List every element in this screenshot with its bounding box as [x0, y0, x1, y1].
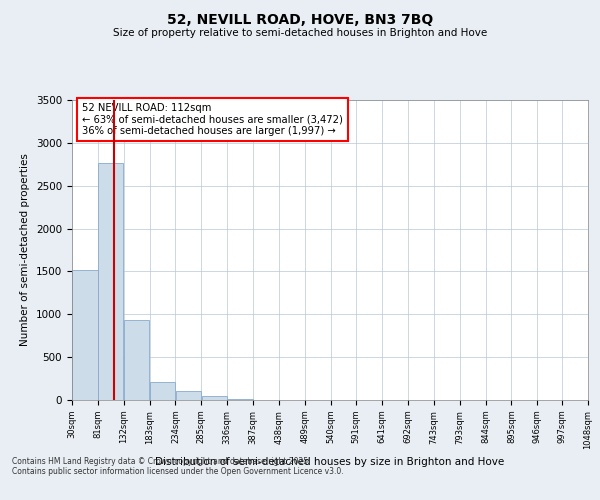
Bar	[98, 164, 124, 400]
Y-axis label: Number of semi-detached properties: Number of semi-detached properties	[20, 154, 31, 346]
Text: Size of property relative to semi-detached houses in Brighton and Hove: Size of property relative to semi-detach…	[113, 28, 487, 38]
Text: Contains public sector information licensed under the Open Government Licence v3: Contains public sector information licen…	[12, 468, 344, 476]
Bar	[72, 270, 98, 400]
Text: Contains HM Land Registry data © Crown copyright and database right 2025.: Contains HM Land Registry data © Crown c…	[12, 458, 311, 466]
Bar	[124, 320, 149, 400]
Text: 52, NEVILL ROAD, HOVE, BN3 7BQ: 52, NEVILL ROAD, HOVE, BN3 7BQ	[167, 12, 433, 26]
Bar	[150, 382, 175, 400]
X-axis label: Distribution of semi-detached houses by size in Brighton and Hove: Distribution of semi-detached houses by …	[155, 457, 505, 467]
Bar	[176, 390, 201, 400]
Text: 52 NEVILL ROAD: 112sqm
← 63% of semi-detached houses are smaller (3,472)
36% of : 52 NEVILL ROAD: 112sqm ← 63% of semi-det…	[82, 103, 343, 136]
Bar	[227, 399, 253, 400]
Bar	[202, 396, 227, 400]
